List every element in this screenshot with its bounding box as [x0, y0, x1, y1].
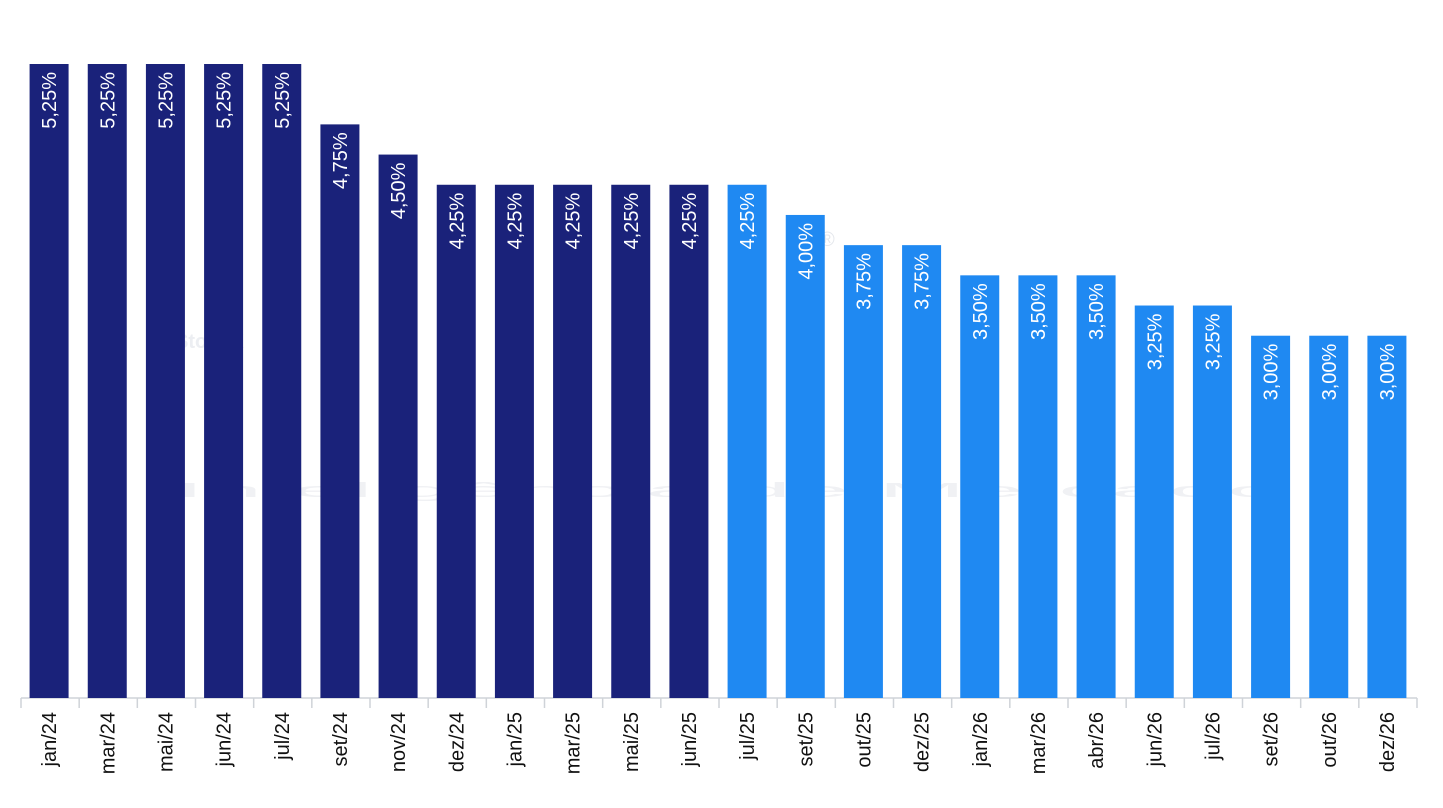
x-tick-label: jul/24 — [272, 712, 294, 761]
value-label: 3,50% — [1028, 283, 1050, 340]
value-label: 4,25% — [504, 193, 526, 250]
bar — [902, 245, 942, 698]
bar — [1018, 275, 1058, 698]
bar — [320, 124, 360, 698]
bar — [494, 184, 534, 698]
value-label: 4,00% — [795, 223, 817, 280]
value-label: 3,75% — [853, 253, 875, 310]
value-label: 4,50% — [388, 162, 410, 219]
bar — [960, 275, 1000, 698]
value-label: 4,25% — [679, 193, 701, 250]
x-tick-label: jan/24 — [39, 712, 61, 768]
value-label: 5,25% — [155, 72, 177, 129]
bar — [727, 184, 767, 698]
bar — [87, 64, 127, 698]
x-tick-label: nov/24 — [388, 712, 410, 772]
bar — [1367, 335, 1407, 698]
x-tick-label: out/25 — [853, 712, 875, 768]
x-tick-label: out/26 — [1319, 712, 1341, 768]
bar — [378, 154, 418, 699]
bar — [785, 214, 825, 698]
bar — [669, 184, 709, 698]
bar — [611, 184, 651, 698]
value-label: 5,25% — [214, 72, 236, 129]
x-tick-label: abr/26 — [1086, 712, 1108, 769]
x-tick-label: jul/26 — [1202, 712, 1224, 761]
x-tick-label: jun/24 — [214, 712, 236, 768]
bar — [1251, 335, 1291, 698]
x-tick-label: mai/24 — [155, 712, 177, 772]
value-label: 4,75% — [330, 132, 352, 189]
value-label: 5,25% — [272, 72, 294, 129]
x-tick-label: jan/25 — [504, 712, 526, 768]
x-tick-label: mai/25 — [621, 712, 643, 772]
value-label: 3,00% — [1319, 344, 1341, 401]
value-label: 5,25% — [97, 72, 119, 129]
bar — [1134, 305, 1174, 698]
bar — [262, 64, 302, 698]
x-tick-label: jun/26 — [1144, 712, 1166, 768]
x-tick-label: dez/25 — [912, 712, 934, 772]
bar — [1192, 305, 1232, 698]
x-tick-label: dez/26 — [1377, 712, 1399, 772]
bar — [436, 184, 476, 698]
bar — [29, 64, 69, 698]
value-label: 3,25% — [1202, 313, 1224, 370]
x-tick-label: mar/26 — [1028, 712, 1050, 774]
bar — [843, 245, 883, 698]
value-label: 3,00% — [1377, 344, 1399, 401]
value-label: 3,00% — [1261, 344, 1283, 401]
x-tick-label: jan/26 — [970, 712, 992, 768]
bar — [1076, 275, 1116, 698]
value-label: 3,75% — [912, 253, 934, 310]
bar — [204, 64, 244, 698]
value-label: 4,25% — [621, 193, 643, 250]
x-tick-label: mar/24 — [97, 712, 119, 774]
x-tick-label: set/25 — [795, 712, 817, 766]
bar — [1309, 335, 1349, 698]
x-tick-label: jun/25 — [679, 712, 701, 768]
x-tick-label: set/26 — [1261, 712, 1283, 766]
value-label: 3,25% — [1144, 313, 1166, 370]
bar — [553, 184, 593, 698]
bar — [145, 64, 185, 698]
x-tick-label: dez/24 — [446, 712, 468, 772]
value-label: 4,25% — [737, 193, 759, 250]
value-label: 3,50% — [1086, 283, 1108, 340]
value-label: 3,50% — [970, 283, 992, 340]
value-label: 5,25% — [39, 72, 61, 129]
value-label: 4,25% — [446, 193, 468, 250]
x-tick-label: set/24 — [330, 712, 352, 766]
value-label: 4,25% — [563, 193, 585, 250]
x-tick-label: jul/25 — [737, 712, 759, 761]
x-tick-label: mar/25 — [563, 712, 585, 774]
